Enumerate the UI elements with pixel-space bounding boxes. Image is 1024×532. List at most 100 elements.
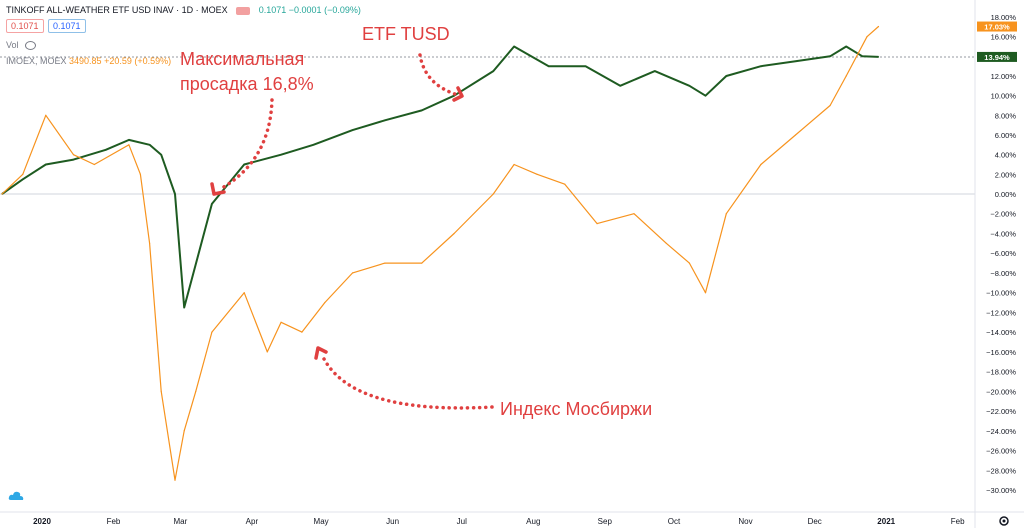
price-box-1[interactable]: 0.1071 [6,19,44,33]
data-point-etf [149,144,151,146]
data-point-etf [654,70,656,72]
symbol-header: TINKOFF ALL-WEATHER ETF USD INAV · 1D · … [6,5,361,15]
y-tick-label: 8.00% [995,111,1017,120]
y-tick-label: −24.00% [986,427,1016,436]
x-tick-label: Mar [174,517,188,526]
y-tick-label: 18.00% [991,13,1017,22]
data-point-etf [619,85,621,87]
x-tick-label: Sep [598,517,613,526]
quote-value: 0.1071 [258,5,287,15]
data-point-moex [688,262,691,264]
arrow-head-drawdown [210,182,226,196]
y-axis: 18.00%16.00%14.00%12.00%10.00%8.00%6.00%… [986,13,1016,495]
data-point-moex [492,193,494,195]
data-point-moex [665,242,667,244]
x-axis: 2020 Feb Mar Apr May Jun Jul Aug Sep Oct Nov Dec 202… [33,517,965,526]
last-label-bg-etf [977,51,1017,62]
y-tick-label: −22.00% [986,407,1016,416]
data-point-etf [312,144,314,146]
data-point-moex [93,163,95,166]
quote-change-pct: (−0.09%) [324,5,361,15]
data-point-moex [280,321,282,323]
data-point-moex [536,173,538,175]
arrow-moex [320,353,494,410]
moex-line-change: +20.59 (+0.59%) [104,56,172,66]
data-point-moex [301,331,303,333]
volume-legend[interactable]: Vol [6,40,37,51]
data-point-etf [211,203,213,205]
moex-legend[interactable]: IMOEX, MOEX 3490.85 +20.59 (+0.59%) [6,56,171,66]
data-point-moex [243,292,245,294]
y-tick-label: −6.00% [990,249,1016,258]
y-tick-label: −30.00% [986,486,1016,495]
y-tick-label: −8.00% [990,269,1016,278]
y-tick-label: −2.00% [990,210,1016,219]
data-point-etf [174,193,176,195]
data-point-etf [688,85,691,87]
data-point-moex [845,75,847,77]
y-tick-label: −12.00% [986,308,1016,317]
arrow-etf [418,53,460,97]
annotation-text: ETF TUSD [362,24,450,44]
data-point-moex [794,134,797,136]
compare-badge[interactable] [236,6,251,15]
y-tick-label: 16.00% [991,33,1017,42]
data-point-moex [149,242,151,244]
data-point-moex [160,390,162,392]
y-tick-label: −18.00% [986,368,1016,377]
y-tick-label: 2.00% [995,170,1017,179]
data-point-etf [794,60,797,62]
data-point-etf [861,55,864,57]
data-point-moex [139,173,141,175]
data-point-etf [352,129,354,131]
x-tick-label: Nov [738,517,752,526]
y-tick-label: −4.00% [990,229,1016,238]
data-point-moex [633,213,635,215]
data-point-moex [564,183,566,185]
data-point-etf [492,70,494,72]
data-point-moex [596,223,598,225]
data-point-etf [585,65,587,67]
y-tick-label: 4.00% [995,151,1017,160]
annotation-text: Максимальная [180,49,304,69]
x-tick-label: Aug [526,517,540,526]
symbol-line: TINKOFF ALL-WEATHER ETF USD INAV · 1D · … [6,5,228,15]
data-point-etf [421,109,423,111]
y-tick-label: −26.00% [986,447,1016,456]
last-value-labels: 17.03% 13.94% [977,21,1017,62]
arrow-head-etf [452,86,464,102]
series-layer [1,25,880,481]
series-line-moex [1,26,879,481]
price-box-2[interactable]: 0.1071 [48,19,86,33]
data-point-etf [22,178,24,180]
data-point-etf [105,149,107,151]
settings-gear-icon[interactable] [998,514,1010,526]
eye-off-icon[interactable] [25,41,37,51]
data-point-etf [45,163,47,166]
x-tick-label: 2020 [33,517,51,526]
data-point-etf [72,159,75,161]
data-point-moex [352,272,354,274]
data-point-moex [704,292,707,294]
data-point-moex [195,390,197,392]
volume-label: Vol [6,40,19,50]
annotations-layer: Максимальная просадка 16,8% ETF TUSD Индекс… [180,24,652,419]
annotation-text: просадка 16,8% [180,74,314,94]
data-point-moex [760,163,762,166]
data-point-moex [1,193,3,195]
last-label-etf: 13.94% [984,53,1010,62]
data-point-etf [513,45,515,48]
data-point-moex [45,114,47,116]
data-point-etf [183,306,185,309]
data-point-moex [725,213,727,215]
data-point-etf [384,119,386,121]
data-point-moex [829,104,831,107]
data-point-etf [160,154,162,156]
data-point-etf [548,65,550,67]
y-tick-label: −28.00% [986,466,1016,475]
y-tick-label: −14.00% [986,328,1016,337]
data-point-etf [877,56,880,58]
cloud-logo-icon[interactable] [8,488,24,500]
data-point-moex [453,232,455,235]
